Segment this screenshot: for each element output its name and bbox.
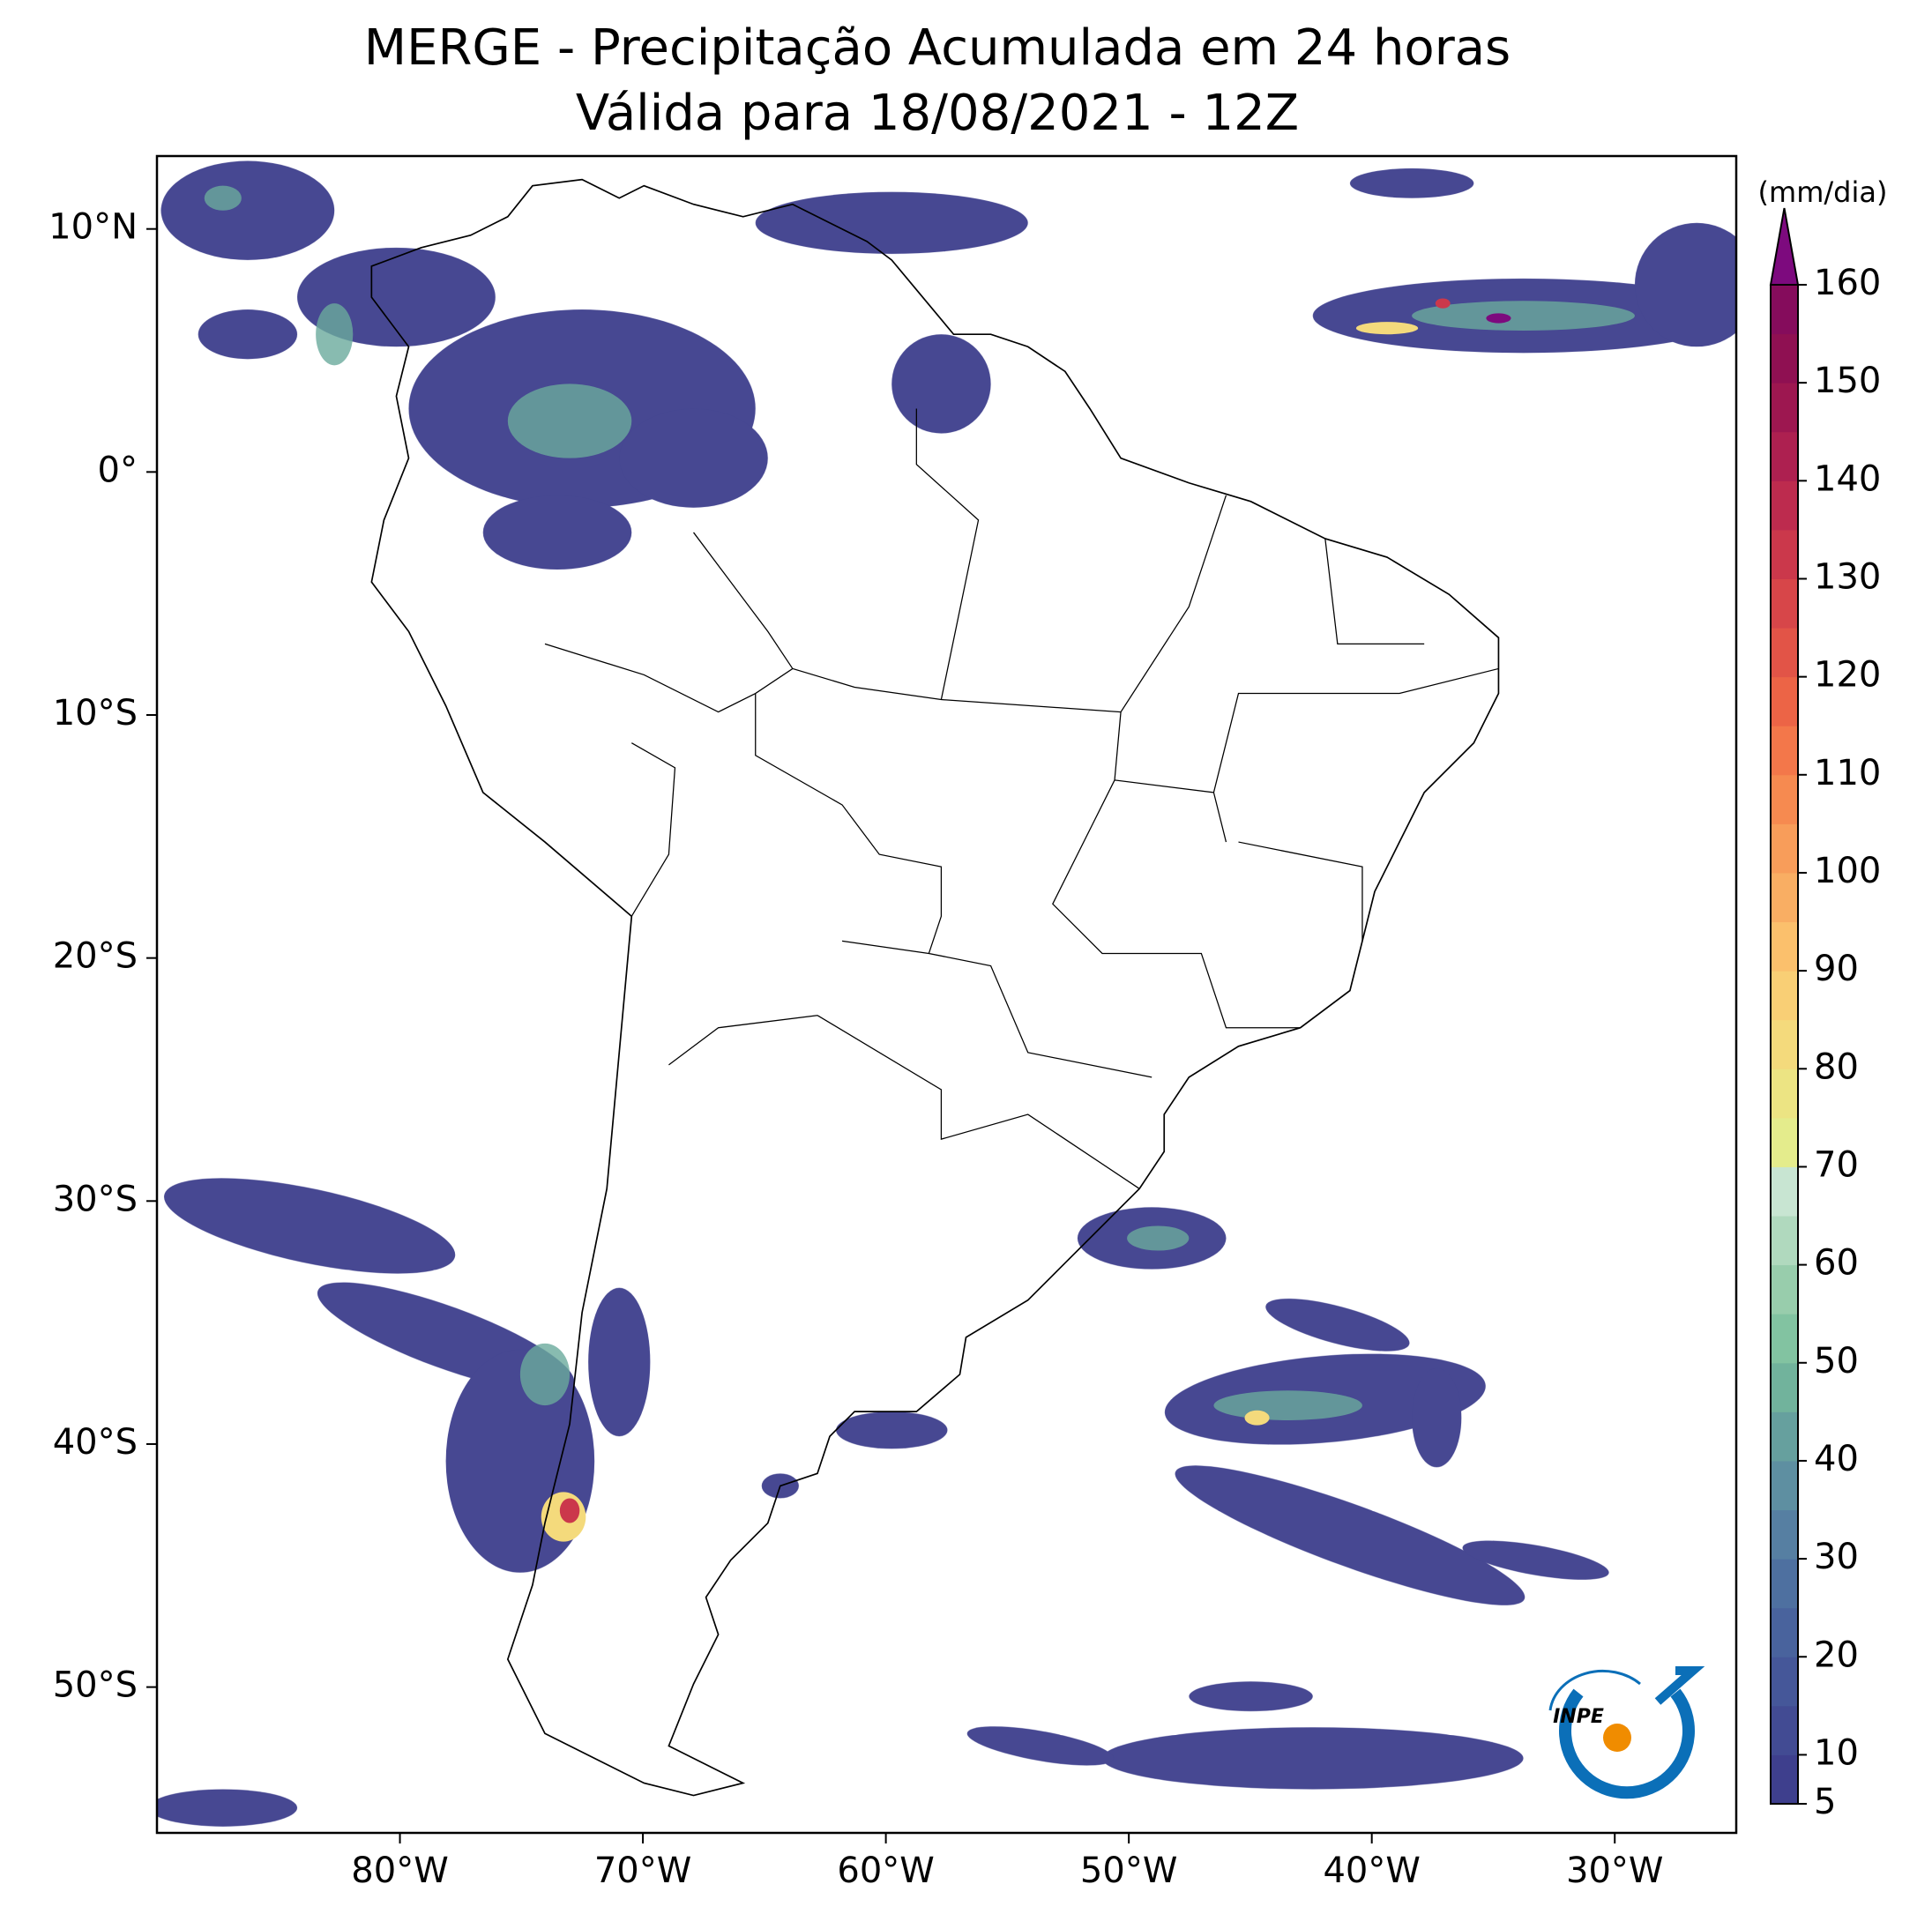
colorbar-segment xyxy=(1771,529,1798,579)
plot-frame xyxy=(155,154,1738,1835)
colorbar-segment xyxy=(1771,1264,1798,1314)
colorbar-tick-label: 120 xyxy=(1814,655,1881,696)
subtitle: Válida para 18/08/2021 - 12Z xyxy=(576,85,1299,142)
colorbar-segment xyxy=(1771,383,1798,433)
title: MERGE - Precipitação Acumulada em 24 hor… xyxy=(364,19,1511,77)
colorbar-segment xyxy=(1771,628,1798,678)
colorbar-segment xyxy=(1771,872,1798,923)
colorbar-segment xyxy=(1771,333,1798,384)
colorbar-tick-label: 60 xyxy=(1814,1243,1859,1284)
colorbar-segment xyxy=(1771,774,1798,824)
colorbar-tick-label: 100 xyxy=(1814,851,1881,891)
y-tick-label: 20°S xyxy=(53,936,138,977)
colorbar-tick-label: 160 xyxy=(1814,263,1881,303)
colorbar-tick-label: 10 xyxy=(1814,1732,1859,1773)
colorbar-segment xyxy=(1771,1411,1798,1462)
borders xyxy=(544,408,1499,1189)
y-tick-label: 40°S xyxy=(53,1422,138,1463)
colorbar-tick-label: 20 xyxy=(1814,1635,1859,1675)
colorbar-segment xyxy=(1771,1460,1798,1511)
x-tick-label: 30°W xyxy=(1566,1851,1663,1891)
x-tick-label: 40°W xyxy=(1323,1851,1420,1891)
colorbar-segment xyxy=(1771,1705,1798,1755)
colorbar-segment xyxy=(1771,823,1798,874)
logo-text: INPE xyxy=(1553,1706,1604,1728)
colorbar-tick-label: 70 xyxy=(1814,1144,1859,1185)
x-tick-label: 80°W xyxy=(351,1851,448,1891)
colorbar-tick-label: 110 xyxy=(1814,753,1881,793)
colorbar-tick-label: 50 xyxy=(1814,1341,1859,1382)
colorbar-segment xyxy=(1771,1509,1798,1560)
colorbar-segment xyxy=(1771,285,1798,335)
colorbar-segment xyxy=(1771,1657,1798,1707)
colorbar-segment xyxy=(1771,578,1798,629)
precip-fields xyxy=(157,160,1736,1827)
colorbar-segment xyxy=(1771,1216,1798,1266)
y-tick-label: 50°S xyxy=(53,1665,138,1706)
colorbar-segment xyxy=(1771,676,1798,726)
colorbar-segment xyxy=(1771,1166,1798,1217)
colorbar-segment xyxy=(1771,921,1798,972)
colorbar-segment xyxy=(1771,971,1798,1021)
colorbar-tick-label: 30 xyxy=(1814,1537,1859,1577)
x-tick-label: 70°W xyxy=(594,1851,691,1891)
x-tick-label: 50°W xyxy=(1080,1851,1177,1891)
colorbar: 5 10 20 30 40 50 60 70 80 90 100 110 120 130 140 150 160 xyxy=(1769,207,1881,1822)
y-tick-label: 10°N xyxy=(48,207,138,248)
y-tick-label: 10°S xyxy=(53,693,138,734)
colorbar-segment xyxy=(1771,726,1798,776)
colorbar-tick-label: 150 xyxy=(1814,361,1881,401)
colorbar-segment xyxy=(1771,1117,1798,1167)
colorbar-segment xyxy=(1771,1607,1798,1657)
colorbar-tick-label: 130 xyxy=(1814,556,1881,597)
colorbar-segment xyxy=(1771,1754,1798,1805)
colorbar-segment xyxy=(1771,1019,1798,1069)
colorbar-segment xyxy=(1771,1314,1798,1364)
colorbar-segment xyxy=(1771,431,1798,481)
colorbar-segment xyxy=(1771,1069,1798,1119)
x-tick-label: 60°W xyxy=(837,1851,934,1891)
colorbar-tick-label: 90 xyxy=(1814,949,1859,989)
coastline xyxy=(370,178,1500,1797)
colorbar-segment xyxy=(1771,1559,1798,1609)
colorbar-tick-label: 140 xyxy=(1814,458,1881,499)
colorbar-frame xyxy=(1770,284,1799,1805)
colorbar-tick-label: 5 xyxy=(1814,1782,1836,1822)
colorbar-tick-label: 40 xyxy=(1814,1439,1859,1479)
colorbar-segment xyxy=(1771,480,1798,531)
colorbar-label: (mm/dia) xyxy=(1758,175,1888,209)
colorbar-tick-label: 80 xyxy=(1814,1046,1859,1087)
logo: INPE xyxy=(1548,1666,1705,1799)
map-layer xyxy=(157,160,1736,1827)
colorbar-segment xyxy=(1771,1362,1798,1412)
y-tick-label: 0° xyxy=(98,450,138,490)
y-tick-label: 30°S xyxy=(53,1179,138,1219)
